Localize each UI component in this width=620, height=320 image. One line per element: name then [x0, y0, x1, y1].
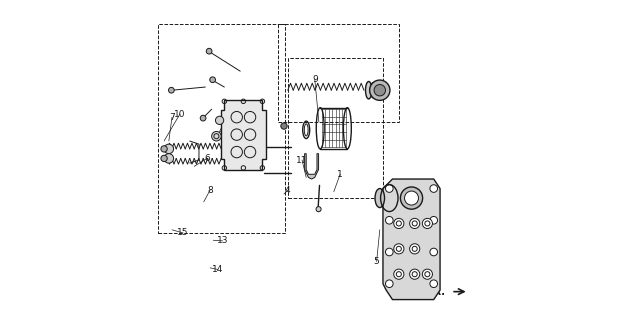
- Circle shape: [430, 185, 438, 192]
- Circle shape: [404, 191, 418, 205]
- Circle shape: [161, 146, 167, 152]
- Circle shape: [386, 185, 393, 192]
- Text: 3: 3: [261, 129, 267, 138]
- Circle shape: [216, 116, 224, 124]
- Circle shape: [161, 155, 167, 162]
- Circle shape: [200, 115, 206, 121]
- Text: 7: 7: [169, 113, 175, 122]
- Text: 8: 8: [207, 186, 213, 195]
- Circle shape: [386, 216, 393, 224]
- Text: FR.: FR.: [427, 287, 445, 297]
- Circle shape: [430, 216, 438, 224]
- Text: 14: 14: [212, 265, 224, 274]
- Text: 15: 15: [177, 228, 189, 237]
- Polygon shape: [221, 100, 265, 170]
- Circle shape: [281, 123, 287, 129]
- Circle shape: [316, 207, 321, 212]
- Text: 10: 10: [174, 109, 185, 118]
- Circle shape: [164, 144, 174, 154]
- Text: 5: 5: [374, 257, 379, 266]
- Circle shape: [422, 218, 432, 228]
- Circle shape: [401, 187, 423, 209]
- Circle shape: [394, 244, 404, 254]
- Circle shape: [386, 280, 393, 288]
- Circle shape: [410, 218, 420, 228]
- Polygon shape: [383, 179, 440, 300]
- Circle shape: [394, 218, 404, 228]
- Circle shape: [430, 280, 438, 288]
- Circle shape: [410, 244, 420, 254]
- Circle shape: [370, 80, 390, 100]
- Circle shape: [422, 269, 432, 279]
- Text: 1: 1: [337, 170, 343, 179]
- Circle shape: [430, 248, 438, 256]
- Text: 11: 11: [296, 156, 308, 164]
- Polygon shape: [304, 154, 319, 179]
- Text: 4: 4: [285, 186, 291, 195]
- Circle shape: [210, 77, 216, 83]
- Text: 6: 6: [204, 154, 210, 163]
- Circle shape: [394, 269, 404, 279]
- Circle shape: [374, 84, 386, 96]
- Text: 2: 2: [229, 117, 235, 126]
- Circle shape: [410, 269, 420, 279]
- Text: 13: 13: [217, 236, 229, 245]
- Ellipse shape: [375, 188, 384, 208]
- Circle shape: [206, 48, 212, 54]
- Ellipse shape: [370, 83, 376, 98]
- Circle shape: [169, 87, 174, 93]
- Text: 12: 12: [220, 114, 232, 123]
- Text: 9: 9: [312, 75, 317, 84]
- Circle shape: [164, 154, 174, 163]
- Ellipse shape: [366, 82, 372, 99]
- Circle shape: [386, 248, 393, 256]
- Circle shape: [211, 132, 221, 141]
